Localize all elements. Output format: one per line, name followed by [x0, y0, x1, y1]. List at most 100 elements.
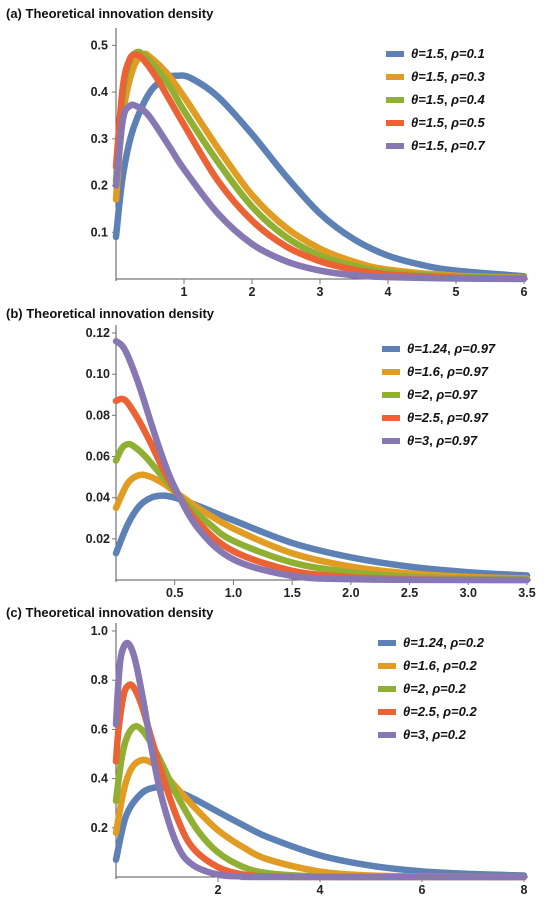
- chart-panel-a: (a) Theoretical innovation density 1 2 3 4 5 6…: [6, 6, 528, 299]
- legend-label: θ=3, ρ=0.97: [407, 433, 478, 448]
- x-tick-label: 6: [419, 883, 426, 897]
- legend-theta: θ=1.5: [411, 92, 445, 107]
- legend-label: θ=1.5, ρ=0.4: [411, 92, 485, 107]
- legend-separator: ,: [443, 635, 450, 650]
- x-tick-label: 2: [249, 285, 256, 299]
- y-tick-label: 0.5: [91, 38, 108, 52]
- legend-rho: ρ=0.5: [450, 115, 485, 130]
- legend-label: θ=1.5, ρ=0.1: [411, 46, 485, 61]
- x-tick-label: 2.5: [401, 586, 418, 600]
- y-tick-label: 0.2: [91, 179, 108, 193]
- y-tick-label: 0.4: [91, 772, 108, 786]
- x-tick-label: 4: [317, 883, 324, 897]
- x-tick-label: 0.5: [166, 586, 183, 600]
- series-line-5: [112, 101, 528, 283]
- legend-separator: ,: [440, 410, 447, 425]
- legend-separator: ,: [436, 704, 443, 719]
- chart-panel-c: (c) Theoretical innovation density 2 4 6 8 0.…: [6, 605, 528, 897]
- y-tick-label: 0.10: [86, 367, 110, 381]
- series-line-4: [112, 51, 528, 282]
- legend-rho: ρ=0.97: [435, 433, 478, 448]
- x-tick-label: 3: [317, 285, 324, 299]
- legend-separator: ,: [425, 681, 432, 696]
- y-tick-label: 0.08: [86, 408, 110, 422]
- legend-theta: θ=2: [403, 681, 426, 696]
- legend-label: θ=1.6, ρ=0.97: [407, 364, 489, 379]
- legend-label: θ=1.5, ρ=0.5: [411, 115, 485, 130]
- legend-label: θ=2.5, ρ=0.2: [403, 704, 477, 719]
- legend-rho: ρ=0.1: [450, 46, 485, 61]
- legend-separator: ,: [440, 364, 447, 379]
- y-tick-label: 0.2: [91, 821, 108, 835]
- legend-separator: ,: [447, 341, 454, 356]
- legend-label: θ=1.5, ρ=0.3: [411, 69, 485, 84]
- chart-title: (b) Theoretical innovation density: [6, 306, 215, 321]
- y-tick-label: 0.3: [91, 132, 108, 146]
- legend-rho: ρ=0.3: [450, 69, 485, 84]
- chart-title: (c) Theoretical innovation density: [6, 605, 214, 620]
- legend-label: θ=3, ρ=0.2: [403, 727, 467, 742]
- series-line-2: [112, 50, 528, 281]
- legend-separator: ,: [444, 46, 451, 61]
- legend-label: θ=1.24, ρ=0.97: [407, 341, 496, 356]
- legend-separator: ,: [444, 138, 451, 153]
- series-line-5: [112, 639, 528, 881]
- legend-label: θ=2, ρ=0.97: [407, 387, 478, 402]
- x-tick-label: 2: [215, 883, 222, 897]
- y-tick-label: 0.12: [86, 326, 110, 340]
- legend-separator: ,: [444, 92, 451, 107]
- legend-theta: θ=1.5: [411, 138, 445, 153]
- legend-rho: ρ=0.97: [453, 341, 496, 356]
- legend-separator: ,: [429, 433, 436, 448]
- x-tick-label: 8: [521, 883, 528, 897]
- x-tick-label: 1: [181, 285, 188, 299]
- legend-label: θ=2.5, ρ=0.97: [407, 410, 489, 425]
- x-tick-label: 3.5: [518, 586, 535, 600]
- y-tick-label: 0.06: [86, 450, 110, 464]
- legend-theta: θ=2: [407, 387, 430, 402]
- legend-separator: ,: [425, 727, 432, 742]
- x-tick-label: 2.0: [342, 586, 359, 600]
- x-tick-label: 4: [385, 285, 392, 299]
- x-tick-label: 6: [521, 285, 528, 299]
- legend-theta: θ=1.5: [411, 69, 445, 84]
- y-tick-label: 0.02: [86, 532, 110, 546]
- series-line-5: [112, 337, 531, 584]
- legend-theta: θ=1.24: [403, 635, 444, 650]
- legend-label: θ=2, ρ=0.2: [403, 681, 467, 696]
- y-tick-label: 0.4: [91, 85, 108, 99]
- legend-label: θ=1.6, ρ=0.2: [403, 658, 477, 673]
- legend-theta: θ=1.6: [403, 658, 437, 673]
- y-tick-label: 0.1: [91, 225, 108, 239]
- legend-rho: ρ=0.2: [442, 704, 477, 719]
- legend-theta: θ=3: [403, 727, 426, 742]
- chart-panel-b: (b) Theoretical innovation density 0.5 1.0…: [6, 306, 536, 600]
- legend-rho: ρ=0.97: [435, 387, 478, 402]
- x-tick-label: 1.0: [225, 586, 242, 600]
- legend-label: θ=1.24, ρ=0.2: [403, 635, 485, 650]
- legend-label: θ=1.5, ρ=0.7: [411, 138, 485, 153]
- legend-rho: ρ=0.97: [446, 364, 489, 379]
- legend-theta: θ=2.5: [403, 704, 437, 719]
- legend-theta: θ=1.5: [411, 46, 445, 61]
- legend-theta: θ=1.5: [411, 115, 445, 130]
- legend-theta: θ=2.5: [407, 410, 441, 425]
- legend-separator: ,: [429, 387, 436, 402]
- x-tick-label: 3.0: [460, 586, 477, 600]
- legend-separator: ,: [444, 115, 451, 130]
- legend-theta: θ=1.24: [407, 341, 448, 356]
- x-tick-label: 1.5: [283, 586, 300, 600]
- legend-rho: ρ=0.4: [450, 92, 485, 107]
- legend-rho: ρ=0.97: [446, 410, 489, 425]
- series-line-2: [112, 471, 531, 582]
- series-line-1: [112, 783, 528, 879]
- legend-rho: ρ=0.2: [449, 635, 484, 650]
- y-tick-label: 0.6: [91, 722, 108, 736]
- y-tick-label: 0.04: [86, 491, 110, 505]
- legend-separator: ,: [436, 658, 443, 673]
- legend-rho: ρ=0.2: [442, 658, 477, 673]
- legend-separator: ,: [444, 69, 451, 84]
- y-tick-label: 1.0: [91, 624, 108, 638]
- legend-rho: ρ=0.2: [431, 681, 466, 696]
